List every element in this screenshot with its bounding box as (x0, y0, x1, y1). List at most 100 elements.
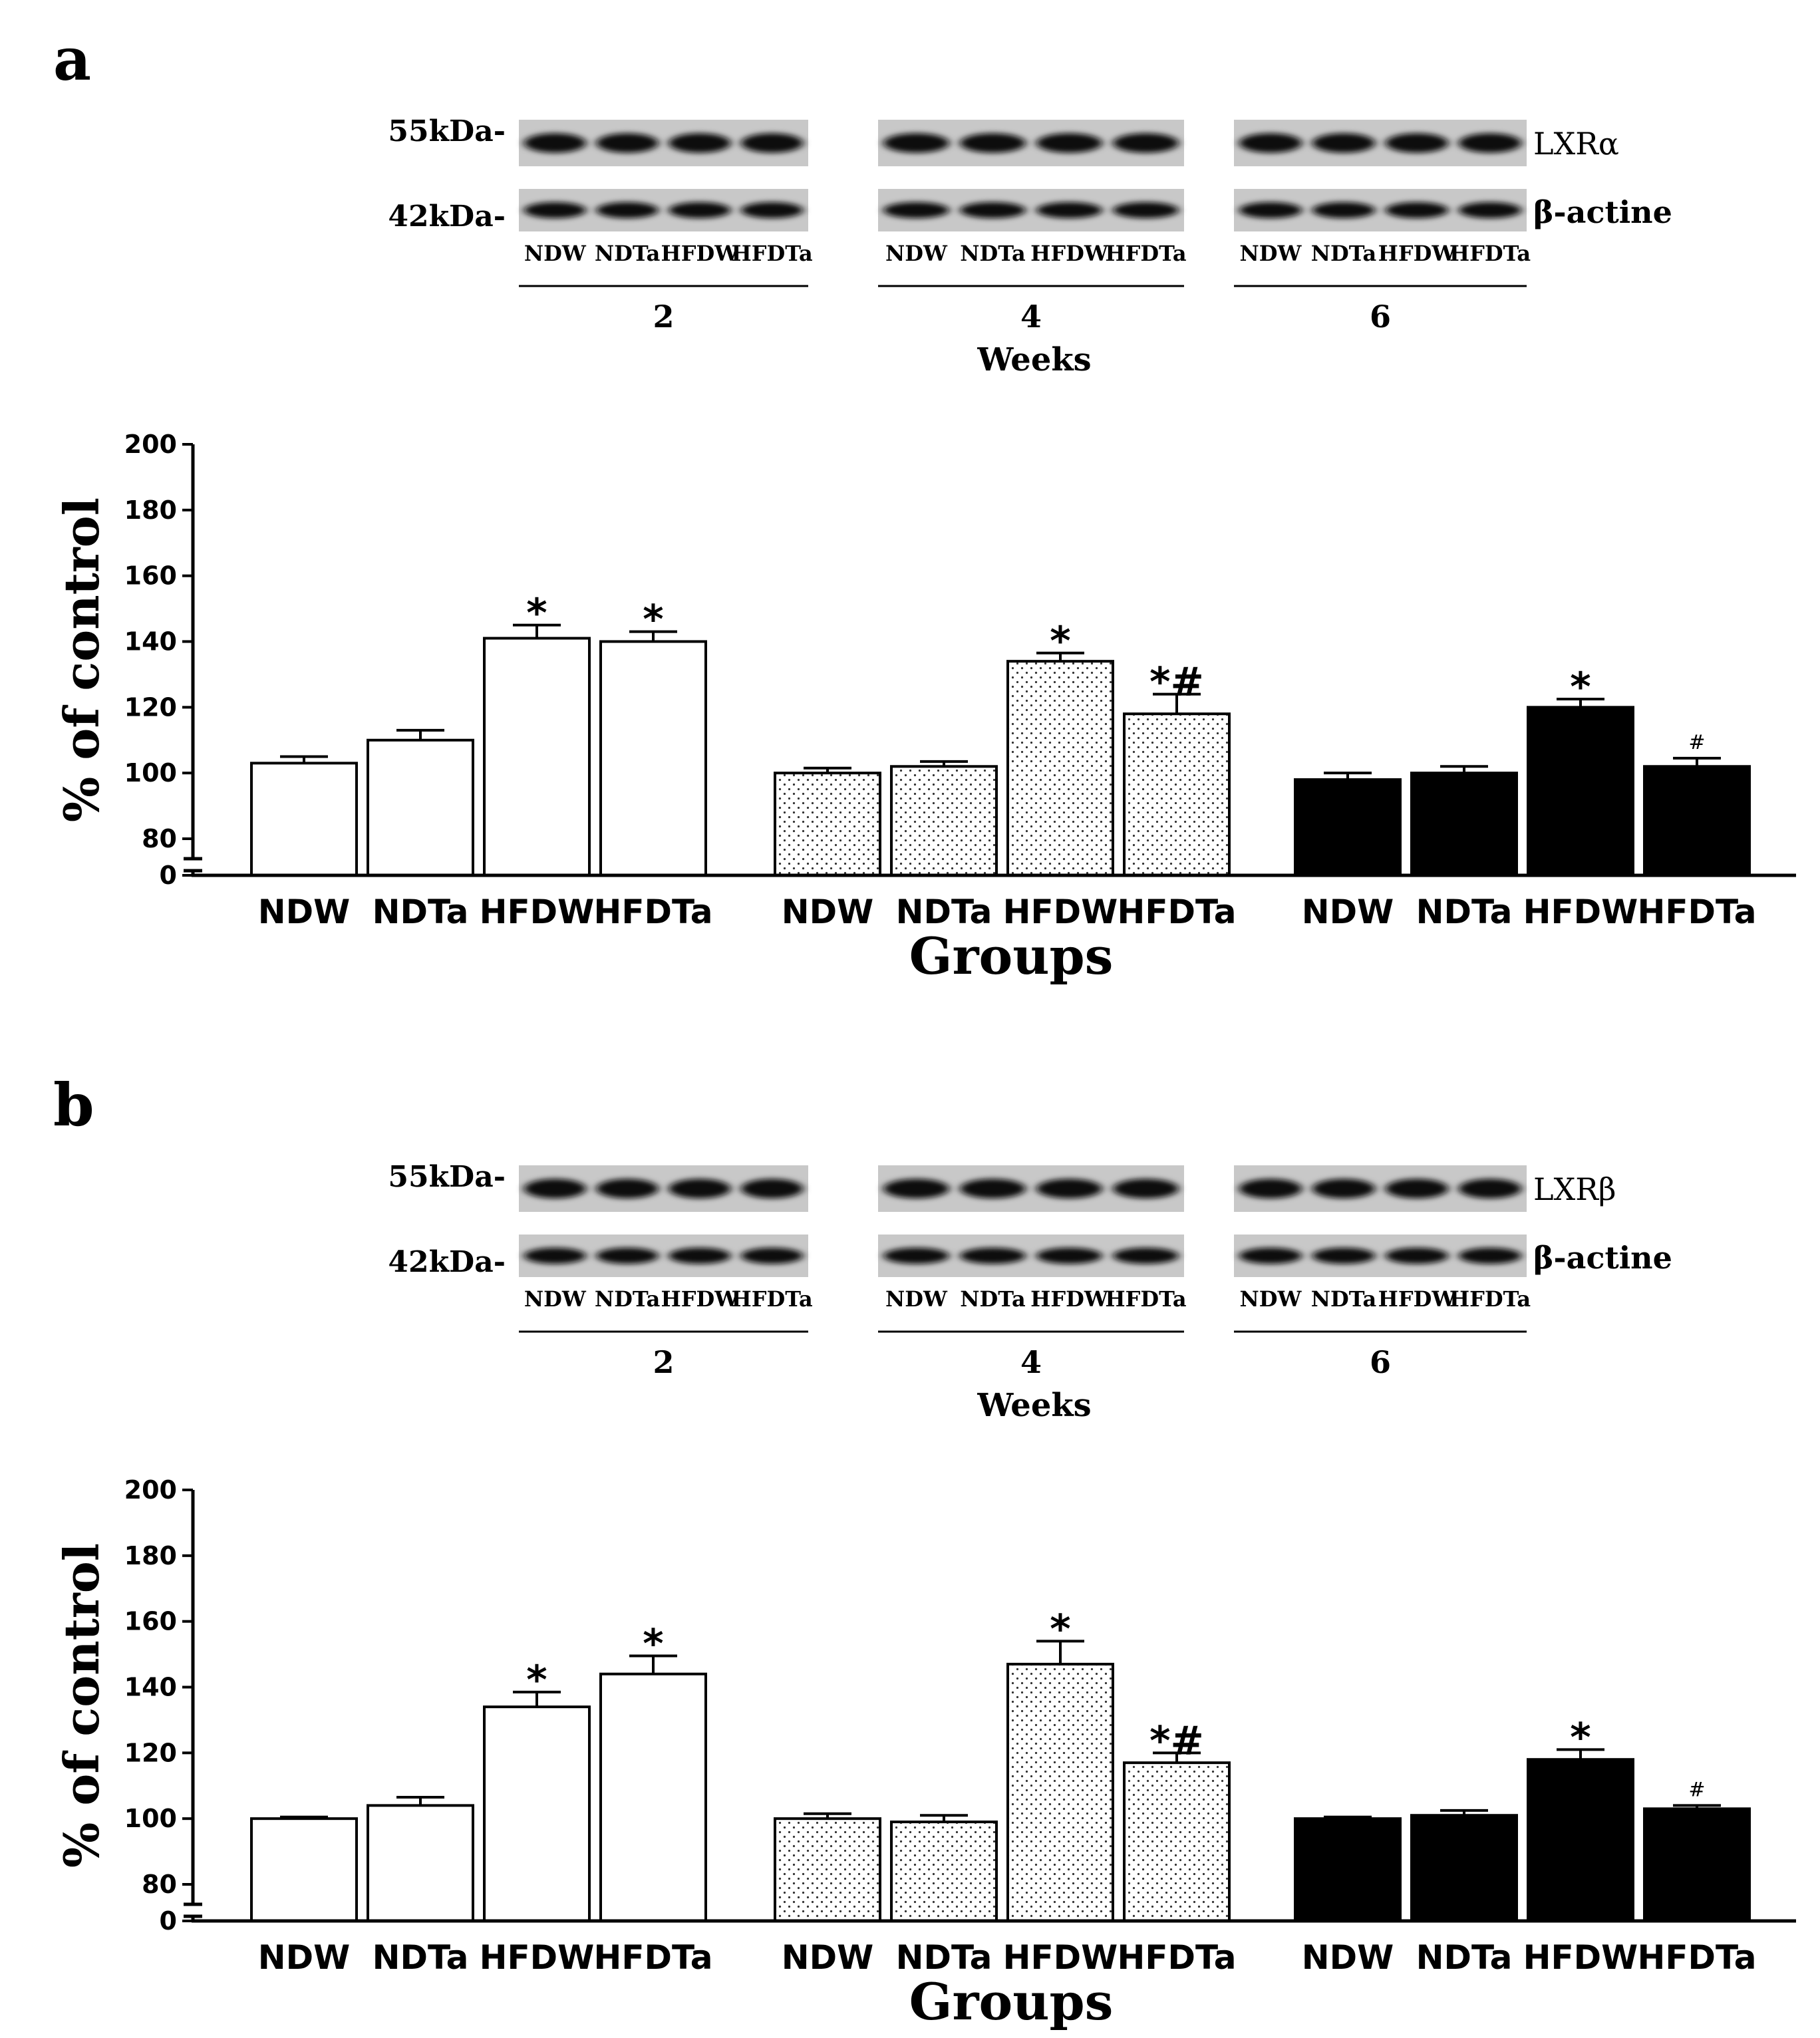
blot-band (524, 1179, 587, 1199)
blot-lane-label: HFDTa (732, 241, 813, 266)
week-label: 2 (653, 1344, 674, 1380)
significance-star: * (643, 1621, 663, 1668)
y-tick-label: 120 (124, 1738, 177, 1767)
bar (1643, 1807, 1751, 1922)
blot-band (883, 1247, 949, 1264)
kda-top-label: 55kDa- (388, 1160, 506, 1194)
kda-top-label: 55kDa- (388, 114, 506, 148)
blot-band (1458, 202, 1522, 219)
blot-band (960, 1179, 1026, 1199)
y-tick-label: 80 (142, 1870, 177, 1899)
blot-band (1385, 133, 1449, 153)
week-label: 4 (1020, 1344, 1042, 1380)
week-label: 6 (1370, 1344, 1391, 1380)
significance-marks: *# (1149, 1717, 1204, 1764)
x-tick-label: NDW (782, 893, 874, 931)
blot-lane-label: NDTa (1311, 241, 1376, 266)
blot-lane-label: NDW (1240, 1286, 1302, 1312)
significance-star: * (1570, 664, 1591, 710)
bar (774, 772, 881, 877)
week-label: 6 (1370, 299, 1391, 335)
bar (1006, 1662, 1114, 1923)
x-tick-label: NDTa (896, 1938, 992, 1977)
bar (1123, 712, 1231, 877)
blot-lane-label: HFDW (1378, 1286, 1457, 1312)
blot-band (883, 1179, 949, 1199)
significance-hash: # (1688, 731, 1705, 754)
blot-band (960, 1247, 1026, 1264)
blot-band (1113, 1247, 1179, 1264)
bar (483, 637, 591, 877)
bar (367, 738, 474, 877)
blot-lane-label: NDTa (960, 241, 1025, 266)
protein-label: LXRα (1533, 126, 1619, 162)
blot-lane-label: NDTa (595, 1286, 660, 1312)
blot-band (1385, 202, 1449, 219)
x-tick-label: HFDTa (1118, 893, 1237, 931)
bar (1527, 1758, 1634, 1922)
x-tick-label: HFDTa (1638, 1938, 1757, 1977)
x-tick-label: HFDW (1003, 893, 1118, 931)
x-tick-label: NDTa (1416, 1938, 1513, 1977)
blot-lane-label: NDW (1240, 241, 1302, 266)
blot-lane-label: HFDW (1030, 241, 1109, 266)
x-tick-label: HFDTa (594, 893, 713, 931)
week-label: 4 (1020, 299, 1042, 335)
x-tick-label: NDTa (373, 1938, 469, 1977)
significance-star: * (643, 597, 663, 643)
blot-band (1036, 133, 1102, 153)
x-tick-label: HFDTa (594, 1938, 713, 1977)
weeks-title: Weeks (977, 1387, 1091, 1424)
x-tick-label: NDTa (373, 893, 469, 931)
blot-band (1312, 1247, 1376, 1264)
blot-band (669, 1247, 731, 1264)
blot-band (1458, 1247, 1522, 1264)
bar (1410, 1814, 1518, 1923)
loading-control-label: β-actine (1533, 194, 1672, 230)
blot-lane-label: HFDTa (732, 1286, 813, 1312)
x-tick-label: NDW (258, 893, 351, 931)
bar (1527, 706, 1634, 877)
blot-band (669, 133, 731, 153)
y-axis-label: % of control (53, 1543, 110, 1868)
blot-band (740, 1179, 804, 1199)
bar (774, 1817, 881, 1923)
blot-band (1239, 1247, 1302, 1264)
blot-band (1312, 202, 1376, 219)
kda-bottom-label: 42kDa- (388, 1245, 506, 1279)
panel-letter: a (53, 25, 91, 94)
bar (1643, 765, 1751, 877)
x-tick-label: HFDW (480, 893, 595, 931)
significance-star: * (1050, 618, 1070, 664)
x-axis-label: Groups (909, 927, 1114, 986)
bar (599, 1672, 707, 1923)
x-tick-label: HFDW (480, 1938, 595, 1977)
y-axis-label: % of control (53, 498, 110, 822)
blot-band (960, 133, 1026, 153)
blot-lane-label: NDTa (1311, 1286, 1376, 1312)
blot-lane-label: NDTa (960, 1286, 1025, 1312)
bar (890, 1820, 998, 1923)
blot-band (740, 202, 804, 219)
significance-hash: # (1688, 1778, 1705, 1801)
blot-band (524, 133, 587, 153)
blot-band (1385, 1179, 1449, 1199)
x-tick-label: HFDTa (1638, 893, 1757, 931)
x-tick-label: HFDTa (1118, 1938, 1237, 1977)
blot-lane-label: HFDTa (1449, 1286, 1531, 1312)
x-tick-label: NDW (1302, 1938, 1394, 1977)
blot-band (596, 133, 659, 153)
x-tick-label: NDW (1302, 893, 1394, 931)
bar (1294, 778, 1402, 877)
weeks-title: Weeks (977, 341, 1091, 378)
y-tick-label: 200 (124, 430, 177, 459)
blot-lane-label: NDW (524, 1286, 587, 1312)
kda-bottom-label: 42kDa- (388, 200, 506, 233)
y-tick-label: 100 (124, 758, 177, 788)
significance-star: * (1050, 1606, 1070, 1652)
loading-control-label: β-actine (1533, 1240, 1672, 1276)
y-tick-label: 160 (124, 561, 177, 591)
x-tick-label: HFDW (1523, 893, 1638, 931)
